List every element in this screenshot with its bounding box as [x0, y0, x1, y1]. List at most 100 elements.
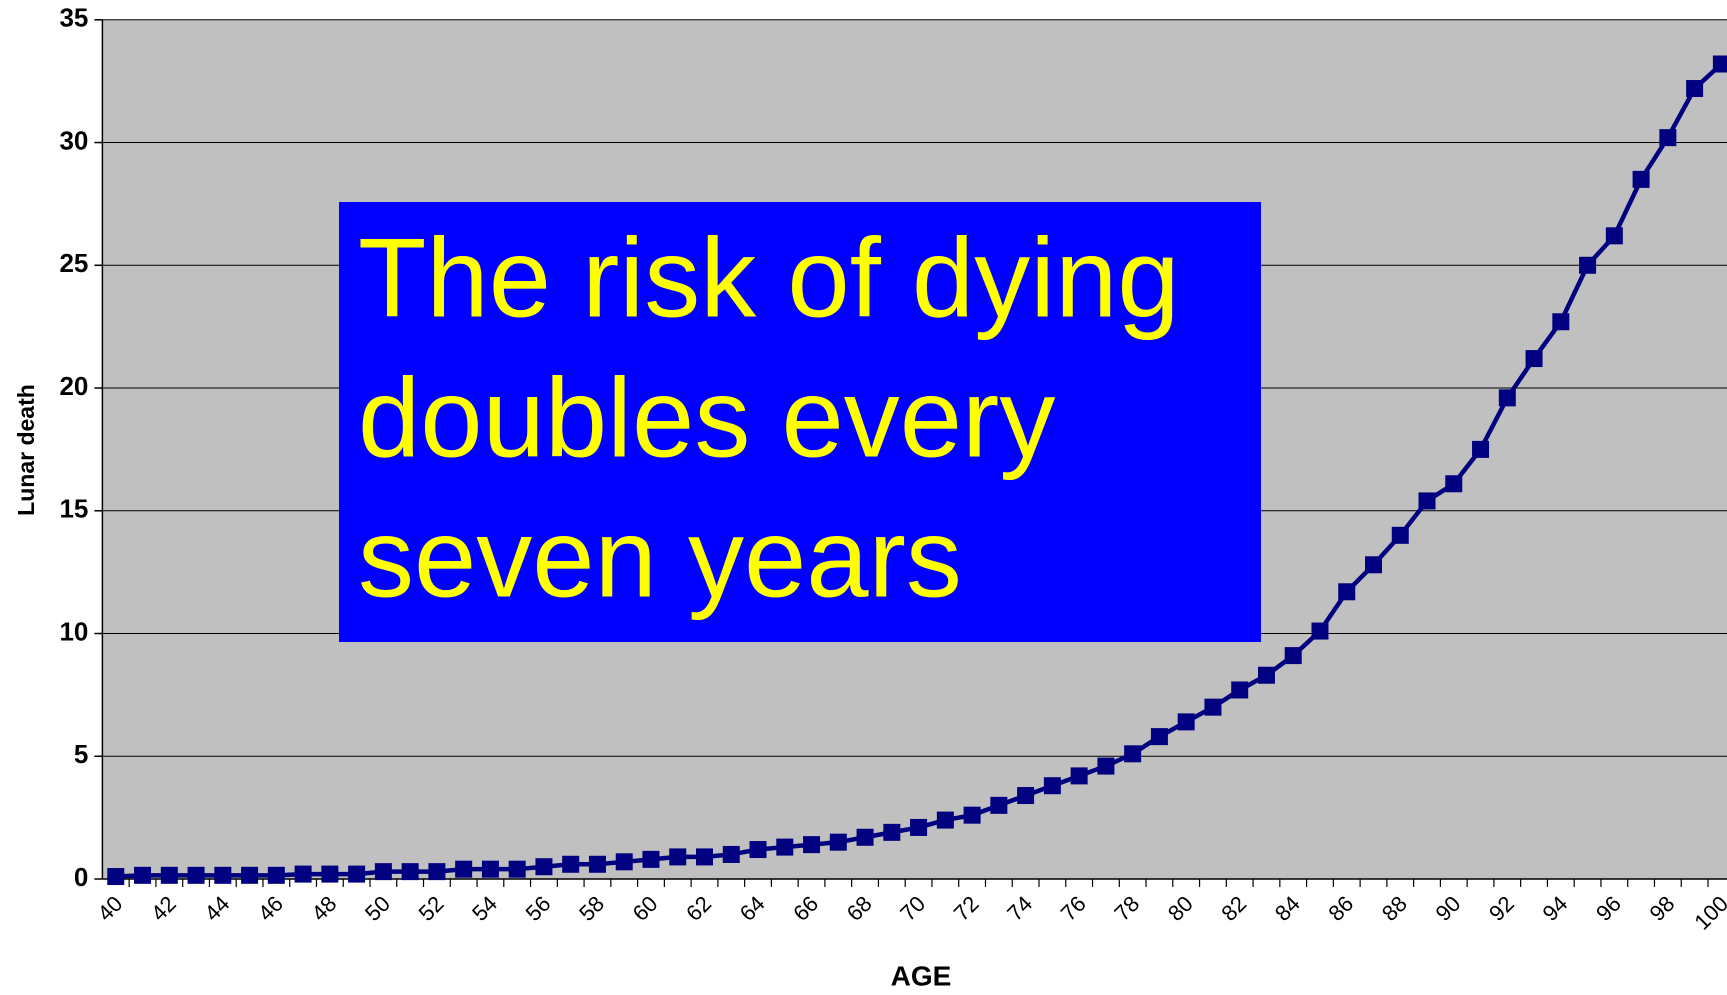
- x-tick-label: 60: [628, 891, 663, 926]
- marker: [267, 866, 285, 884]
- y-tick-label: 30: [59, 125, 88, 155]
- marker: [107, 868, 125, 886]
- annotation-box: [339, 202, 1261, 642]
- marker: [428, 863, 446, 881]
- annotation-text: The risk of dying: [358, 216, 1180, 341]
- marker: [1043, 777, 1061, 795]
- marker: [669, 848, 687, 866]
- marker: [562, 855, 580, 873]
- marker: [990, 796, 1008, 814]
- y-tick-label: 35: [59, 3, 88, 33]
- marker: [134, 866, 152, 884]
- marker: [1231, 681, 1249, 699]
- y-tick-label: 15: [59, 494, 88, 524]
- x-tick-label: 98: [1645, 891, 1680, 926]
- marker: [187, 866, 205, 884]
- marker: [1632, 170, 1650, 188]
- marker: [1365, 556, 1382, 574]
- y-axis-label: Lunar death: [13, 384, 39, 516]
- marker: [1605, 227, 1623, 245]
- marker: [803, 836, 821, 854]
- y-tick-label: 0: [74, 862, 88, 892]
- marker: [936, 811, 954, 829]
- marker: [401, 863, 419, 881]
- annotation-text: doubles every: [358, 356, 1055, 481]
- x-tick-label: 46: [253, 891, 288, 926]
- marker: [1311, 622, 1329, 640]
- x-tick-label: 62: [681, 891, 716, 926]
- marker: [963, 806, 981, 824]
- x-tick-label: 50: [360, 891, 395, 926]
- marker: [508, 860, 526, 878]
- x-tick-label: 54: [467, 891, 502, 926]
- x-tick-label: 64: [735, 891, 770, 926]
- marker: [1204, 698, 1222, 716]
- marker: [696, 848, 713, 866]
- x-tick-label: 40: [92, 891, 127, 926]
- marker: [1525, 350, 1543, 368]
- x-tick-label: 94: [1537, 891, 1572, 926]
- marker: [535, 858, 553, 876]
- marker: [1017, 787, 1035, 805]
- marker: [294, 865, 312, 883]
- marker: [1686, 80, 1704, 98]
- y-tick-label: 25: [59, 248, 88, 278]
- marker: [1097, 757, 1115, 775]
- x-tick-label: 56: [521, 891, 556, 926]
- x-tick-label: 92: [1484, 891, 1519, 926]
- marker: [776, 838, 794, 856]
- y-tick-label: 20: [59, 371, 88, 401]
- annotation: The risk of dying doubles every seven year…: [339, 202, 1261, 642]
- marker: [615, 853, 633, 871]
- x-tick-label: 42: [146, 891, 181, 926]
- marker: [883, 823, 901, 841]
- marker: [1712, 55, 1727, 73]
- marker: [829, 833, 847, 851]
- marker: [1150, 728, 1168, 746]
- marker: [1070, 767, 1088, 785]
- marker: [1124, 745, 1142, 763]
- x-tick-label: 58: [574, 891, 609, 926]
- marker: [1391, 526, 1409, 544]
- marker: [1498, 389, 1516, 407]
- x-tick-label: 90: [1430, 891, 1465, 926]
- marker: [910, 818, 928, 836]
- x-tick-label: 72: [949, 891, 984, 926]
- x-tick-label: 88: [1377, 891, 1412, 926]
- marker: [214, 866, 232, 884]
- marker: [1579, 256, 1597, 274]
- marker: [1552, 313, 1570, 331]
- x-tick-label: 74: [1002, 891, 1037, 926]
- marker: [1418, 492, 1436, 510]
- x-tick-label: 44: [199, 891, 234, 926]
- marker: [1257, 666, 1275, 684]
- marker: [160, 866, 178, 884]
- marker: [1338, 583, 1356, 601]
- marker: [722, 845, 740, 863]
- x-tick-label: 70: [895, 891, 930, 926]
- marker: [642, 850, 660, 868]
- x-tick-label: 86: [1323, 891, 1358, 926]
- x-tick-label: 68: [842, 891, 877, 926]
- y-tick-label: 5: [74, 739, 88, 769]
- x-tick-label: 66: [788, 891, 823, 926]
- x-tick-label: 84: [1270, 891, 1305, 926]
- marker: [856, 828, 874, 846]
- x-axis-label: AGE: [891, 960, 952, 991]
- x-tick-label: 82: [1216, 891, 1251, 926]
- x-tick-label: 96: [1591, 891, 1626, 926]
- x-tick-label: 78: [1109, 891, 1144, 926]
- marker: [241, 866, 259, 884]
- x-tick-label: 80: [1163, 891, 1198, 926]
- x-tick-label: 48: [307, 891, 342, 926]
- marker: [321, 865, 339, 883]
- marker: [749, 841, 767, 859]
- x-tick-label: 100: [1689, 891, 1727, 935]
- marker: [1177, 713, 1195, 731]
- x-tick-label: 52: [414, 891, 449, 926]
- marker: [1445, 475, 1463, 493]
- annotation-text: seven years: [358, 496, 962, 621]
- y-tick-label: 10: [59, 616, 88, 646]
- marker: [1472, 440, 1490, 458]
